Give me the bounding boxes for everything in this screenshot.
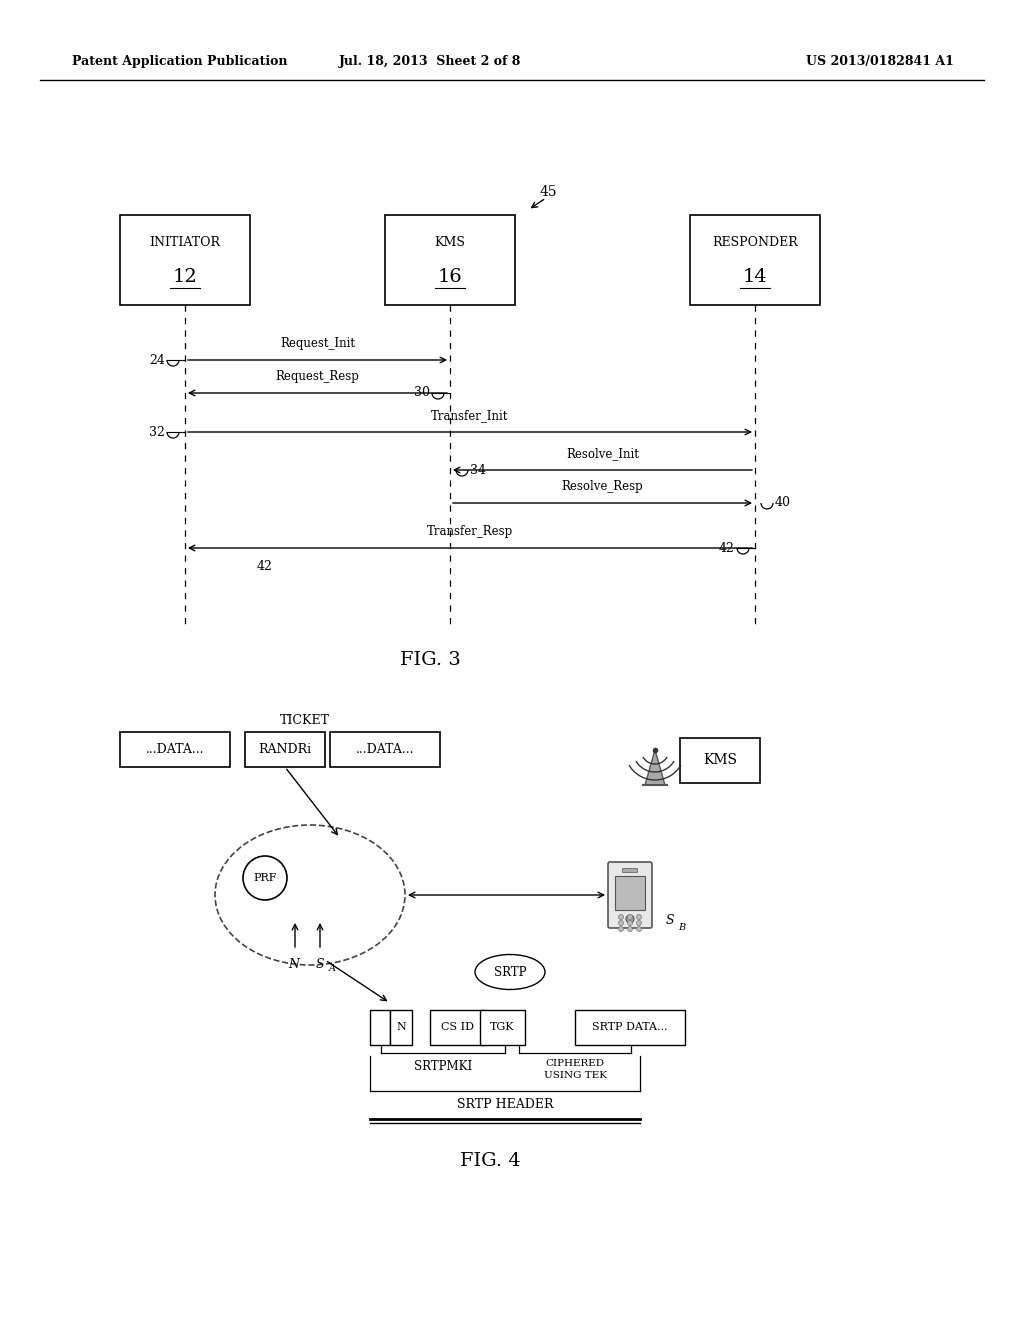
FancyBboxPatch shape <box>338 869 352 873</box>
Text: FIG. 4: FIG. 4 <box>460 1152 520 1170</box>
Text: ...DATA...: ...DATA... <box>145 743 204 756</box>
Text: 30: 30 <box>414 387 430 400</box>
Circle shape <box>342 927 347 932</box>
FancyBboxPatch shape <box>615 876 645 909</box>
Text: 16: 16 <box>437 268 463 286</box>
Text: ...DATA...: ...DATA... <box>355 743 415 756</box>
Text: A: A <box>329 964 336 973</box>
Text: S: S <box>315 958 325 972</box>
FancyBboxPatch shape <box>608 862 652 928</box>
FancyBboxPatch shape <box>120 215 250 305</box>
FancyBboxPatch shape <box>680 738 760 783</box>
Text: SRTP DATA...: SRTP DATA... <box>592 1023 668 1032</box>
Text: 34: 34 <box>470 463 486 477</box>
Text: Resolve_Resp: Resolve_Resp <box>561 480 643 492</box>
Circle shape <box>618 920 624 925</box>
FancyBboxPatch shape <box>690 215 820 305</box>
FancyBboxPatch shape <box>330 876 360 909</box>
Text: S: S <box>666 913 675 927</box>
Text: Request_Init: Request_Init <box>280 337 355 350</box>
FancyBboxPatch shape <box>430 1010 485 1045</box>
Text: 40: 40 <box>775 496 791 510</box>
FancyBboxPatch shape <box>323 862 367 928</box>
Circle shape <box>341 915 349 923</box>
FancyBboxPatch shape <box>370 1010 390 1045</box>
Text: US 2013/0182841 A1: US 2013/0182841 A1 <box>806 55 954 69</box>
Text: CIPHERED: CIPHERED <box>546 1059 604 1068</box>
Circle shape <box>637 927 641 932</box>
Text: SRTPMKI: SRTPMKI <box>414 1060 472 1072</box>
Circle shape <box>628 927 633 932</box>
Text: Transfer_Init: Transfer_Init <box>431 409 509 422</box>
Text: N: N <box>289 958 299 972</box>
FancyBboxPatch shape <box>245 733 325 767</box>
Text: PRF: PRF <box>253 873 276 883</box>
Text: Request_Resp: Request_Resp <box>275 370 359 383</box>
Text: SRTP: SRTP <box>494 965 526 978</box>
Text: Jul. 18, 2013  Sheet 2 of 8: Jul. 18, 2013 Sheet 2 of 8 <box>339 55 521 69</box>
Circle shape <box>351 915 356 920</box>
Circle shape <box>351 927 356 932</box>
Circle shape <box>628 920 633 925</box>
FancyBboxPatch shape <box>390 1010 412 1045</box>
Text: 42: 42 <box>719 541 735 554</box>
Text: TGK: TGK <box>490 1023 515 1032</box>
Text: Resolve_Init: Resolve_Init <box>566 447 639 459</box>
Circle shape <box>618 927 624 932</box>
Text: 14: 14 <box>742 268 767 286</box>
Text: RANDRi: RANDRi <box>258 743 311 756</box>
Polygon shape <box>645 750 665 785</box>
Ellipse shape <box>475 954 545 990</box>
Text: B: B <box>679 923 685 932</box>
Circle shape <box>243 855 287 900</box>
Text: KMS: KMS <box>434 236 466 249</box>
Text: Transfer_Resp: Transfer_Resp <box>427 525 513 539</box>
Circle shape <box>334 915 339 920</box>
Text: CS ID: CS ID <box>441 1023 474 1032</box>
Ellipse shape <box>215 825 406 965</box>
FancyBboxPatch shape <box>385 215 515 305</box>
Text: RESPONDER: RESPONDER <box>712 236 798 249</box>
Text: 12: 12 <box>173 268 198 286</box>
Text: SRTP HEADER: SRTP HEADER <box>457 1098 553 1111</box>
Text: INITIATOR: INITIATOR <box>150 236 220 249</box>
Circle shape <box>618 915 624 920</box>
Text: 32: 32 <box>150 425 165 438</box>
Text: 45: 45 <box>540 185 557 199</box>
Circle shape <box>637 920 641 925</box>
Text: FIG. 3: FIG. 3 <box>399 651 461 669</box>
Text: USING TEK: USING TEK <box>544 1071 606 1080</box>
FancyBboxPatch shape <box>575 1010 685 1045</box>
Circle shape <box>351 920 356 925</box>
Text: 24: 24 <box>150 354 165 367</box>
Circle shape <box>637 915 641 920</box>
Circle shape <box>626 915 634 923</box>
Circle shape <box>342 920 347 925</box>
Circle shape <box>628 915 633 920</box>
Text: 42: 42 <box>257 561 273 573</box>
FancyBboxPatch shape <box>330 733 440 767</box>
Circle shape <box>334 927 339 932</box>
Text: Patent Application Publication: Patent Application Publication <box>72 55 288 69</box>
Text: TICKET: TICKET <box>280 714 330 726</box>
FancyBboxPatch shape <box>480 1010 525 1045</box>
FancyBboxPatch shape <box>120 733 230 767</box>
FancyBboxPatch shape <box>623 869 638 873</box>
Text: N: N <box>396 1023 406 1032</box>
Text: KMS: KMS <box>703 752 737 767</box>
Circle shape <box>342 915 347 920</box>
Circle shape <box>334 920 339 925</box>
